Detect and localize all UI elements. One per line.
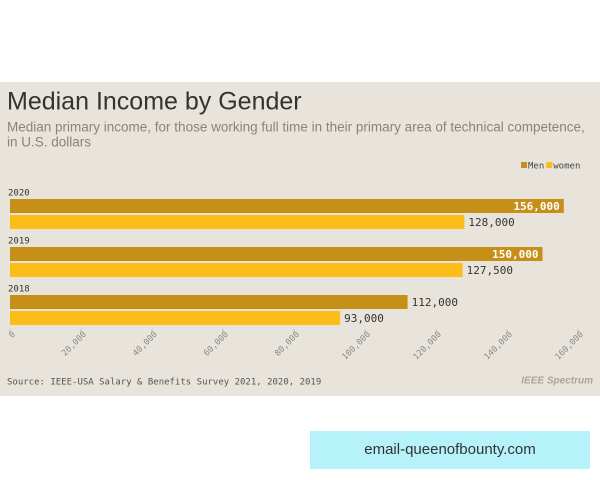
legend-swatch (546, 162, 553, 168)
legend-label: Men (528, 162, 544, 172)
chart-subtitle: in U.S. dollars (7, 135, 91, 150)
bar (10, 199, 564, 213)
source-note: Source: IEEE-USA Salary & Benefits Surve… (7, 378, 321, 388)
category-label: 2018 (8, 285, 30, 295)
chart-subtitle: Median primary income, for those working… (7, 120, 585, 135)
chart-panel (0, 82, 600, 396)
logo: IEEE Spectrum (521, 376, 593, 387)
category-label: 2020 (8, 189, 30, 199)
value-label: 150,000 (492, 248, 538, 261)
value-label: 127,500 (467, 264, 513, 277)
value-label: 93,000 (344, 312, 384, 325)
chart-title: Median Income by Gender (7, 88, 302, 116)
legend-swatch (521, 162, 527, 168)
value-label: 156,000 (513, 200, 559, 213)
bar (10, 311, 341, 325)
bar (10, 215, 465, 229)
bar (10, 263, 463, 277)
value-label: 128,000 (468, 216, 514, 229)
overlay-text: email-queenofbounty.com (364, 441, 536, 458)
x-tick-label: 0 (7, 330, 18, 341)
bar (10, 295, 408, 309)
legend-label: women (553, 162, 580, 172)
bar (10, 247, 543, 261)
category-label: 2019 (8, 237, 30, 247)
overlay-box (310, 431, 590, 469)
value-label: 112,000 (412, 296, 458, 309)
